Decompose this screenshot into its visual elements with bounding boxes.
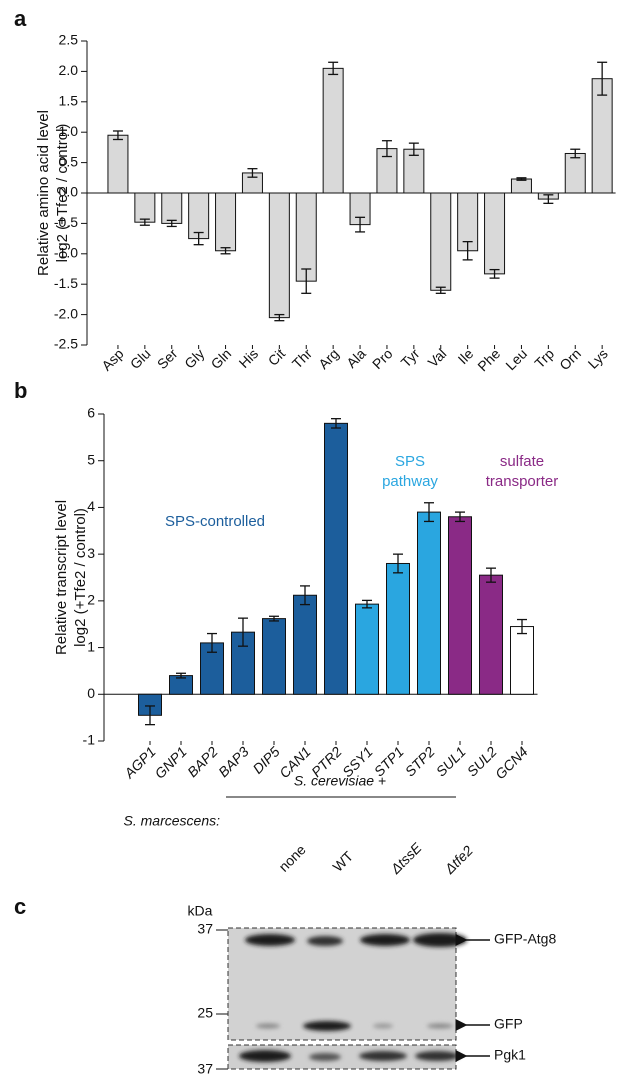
x-tick-label: Pro — [369, 345, 396, 372]
y-tick-label: -1.5 — [54, 275, 78, 291]
annotation: sulfate — [500, 453, 544, 470]
bar — [592, 79, 612, 193]
bar — [511, 179, 531, 193]
bar — [323, 68, 343, 193]
bar — [296, 193, 316, 281]
annotation: SPS — [395, 453, 425, 470]
bar — [135, 193, 155, 222]
x-tick-label: Tyr — [398, 345, 423, 370]
x-tick-label: Ser — [154, 345, 181, 372]
x-tick-label: Arg — [315, 345, 342, 372]
band-label: Pgk1 — [494, 1047, 526, 1063]
x-tick-label: Orn — [556, 345, 584, 373]
y-tick-label: 0.5 — [59, 153, 79, 169]
x-tick-label: BAP3 — [215, 743, 252, 780]
bar — [418, 512, 441, 694]
marker-label: 25 — [197, 1005, 213, 1021]
annotation: SPS-controlled — [165, 513, 265, 530]
x-tick-label: Asp — [98, 345, 127, 374]
y-tick-label: 1.0 — [59, 123, 79, 139]
figure: a Relative amino acid level log2 (+Tfe2 / … — [0, 0, 643, 1079]
panel-label: a — [14, 6, 27, 31]
bar — [108, 135, 128, 193]
bar — [294, 595, 317, 694]
bar — [189, 193, 209, 239]
blot-panel: c S. cerevisiae + S. marcescens: none WT… — [14, 773, 556, 1077]
x-tick-label: Glu — [127, 345, 154, 372]
x-tick-label: Trp — [531, 345, 557, 371]
y-axis-title: log2 (+Tfe2 / control) — [72, 508, 89, 647]
bar — [431, 193, 451, 290]
marker-label: 37 — [197, 1061, 213, 1077]
band-label: GFP-Atg8 — [494, 931, 556, 947]
strain-label: S. marcescens: — [124, 813, 221, 829]
x-tick-label: Lys — [585, 345, 611, 371]
bar — [162, 193, 182, 223]
marker-label: 37 — [197, 921, 213, 937]
lane-label: none — [275, 841, 308, 874]
bar — [387, 563, 410, 694]
charts: a Relative amino acid level log2 (+Tfe2 / … — [14, 6, 616, 782]
x-tick-label: Ala — [343, 345, 369, 371]
y-axis-title: Relative transcript level — [53, 500, 70, 655]
x-tick-label: His — [236, 345, 262, 371]
lane-label: Δtfe2 — [441, 842, 476, 877]
y-tick-label: -1.0 — [54, 245, 78, 261]
unit-label: kDa — [188, 903, 213, 919]
bar — [511, 627, 534, 695]
bar — [485, 193, 505, 274]
x-tick-label: GCN4 — [492, 743, 531, 782]
x-tick-label: AGP1 — [120, 743, 158, 781]
x-tick-label: Ile — [455, 345, 477, 367]
x-tick-label: Phe — [474, 345, 503, 374]
host-label: S. cerevisiae + — [294, 773, 386, 789]
x-tick-label: Gln — [208, 345, 235, 372]
y-tick-label: -2.0 — [54, 305, 78, 321]
x-tick-label: Leu — [502, 345, 530, 373]
x-tick-label: SUL1 — [433, 743, 469, 779]
y-tick-label: 2.0 — [59, 62, 79, 78]
bar — [263, 619, 286, 695]
y-tick-label: 6 — [87, 405, 95, 421]
bar — [356, 604, 379, 694]
bar — [480, 575, 503, 694]
y-tick-label: 0 — [87, 685, 95, 701]
x-tick-label: Cit — [265, 345, 288, 368]
y-tick-label: 1.5 — [59, 93, 79, 109]
x-tick-label: BAP2 — [184, 743, 221, 780]
panel-label: b — [14, 378, 27, 403]
y-tick-label: -0.5 — [54, 214, 78, 230]
annotation: pathway — [382, 473, 438, 490]
y-tick-label: 2 — [87, 592, 95, 608]
bar — [565, 153, 585, 193]
x-tick-label: Thr — [289, 345, 315, 371]
y-tick-label: 5 — [87, 451, 95, 467]
x-tick-label: STP2 — [402, 743, 438, 779]
bar — [269, 193, 289, 318]
band-label: GFP — [494, 1016, 523, 1032]
annotation: transporter — [486, 473, 559, 490]
bar — [325, 423, 348, 694]
x-tick-label: Val — [425, 345, 450, 370]
lane-label: WT — [329, 848, 356, 875]
y-tick-label: -2.5 — [54, 336, 78, 352]
y-axis-title: Relative amino acid level — [35, 110, 52, 276]
y-tick-label: -1 — [83, 732, 96, 748]
bar — [216, 193, 236, 251]
x-tick-label: GNP1 — [151, 743, 189, 781]
bar — [449, 517, 472, 695]
lane-label: ΔtssE — [387, 839, 425, 877]
y-tick-label: 4 — [87, 498, 95, 514]
y-tick-label: 3 — [87, 545, 95, 561]
x-tick-label: Gly — [181, 345, 207, 371]
panel-label: c — [14, 894, 26, 919]
y-tick-label: 1 — [87, 638, 95, 654]
y-tick-label: 2.5 — [59, 32, 79, 48]
y-tick-label: 0.0 — [59, 184, 79, 200]
